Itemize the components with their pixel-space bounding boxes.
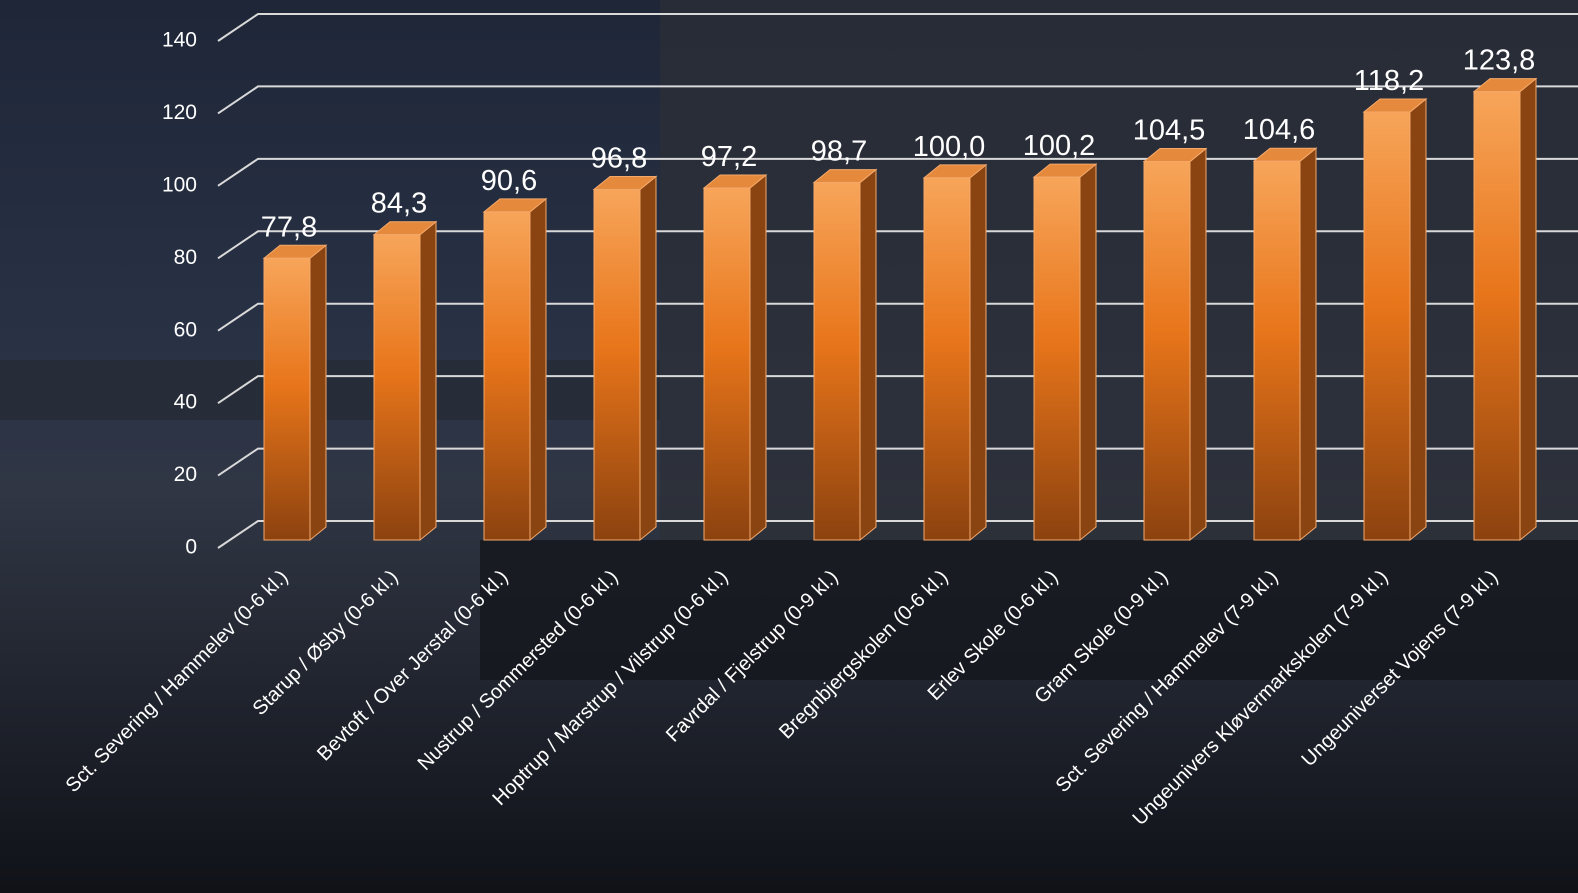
grid-line bbox=[217, 157, 1578, 187]
bar-side bbox=[1079, 163, 1097, 542]
bar bbox=[923, 177, 971, 541]
bar-side bbox=[309, 244, 327, 542]
value-label: 97,2 bbox=[701, 141, 757, 173]
value-label: 100,2 bbox=[1023, 130, 1096, 162]
bar bbox=[1253, 160, 1301, 541]
bar-side bbox=[1189, 147, 1207, 542]
y-tick-label: 100 bbox=[162, 173, 197, 196]
bar-side bbox=[749, 173, 767, 542]
y-tick-label: 60 bbox=[174, 318, 197, 341]
value-label: 77,8 bbox=[261, 211, 317, 243]
value-label: 84,3 bbox=[371, 188, 427, 220]
value-label: 118,2 bbox=[1354, 65, 1424, 97]
grid-line bbox=[217, 85, 1578, 115]
bar-side bbox=[529, 197, 547, 542]
grid-line bbox=[217, 520, 1578, 549]
value-label: 96,8 bbox=[591, 142, 647, 174]
grid-line bbox=[217, 447, 1578, 477]
y-tick-label: 40 bbox=[174, 391, 197, 414]
y-tick-label: 20 bbox=[174, 463, 197, 486]
bar bbox=[703, 187, 751, 541]
bar-side bbox=[1409, 97, 1427, 542]
bar bbox=[813, 182, 861, 541]
bar-side bbox=[639, 175, 657, 542]
grid-line bbox=[217, 13, 1578, 42]
pier bbox=[480, 540, 1578, 680]
shore bbox=[0, 360, 660, 420]
bar bbox=[483, 211, 531, 541]
value-label: 104,5 bbox=[1133, 115, 1206, 147]
bar bbox=[263, 257, 311, 541]
value-label: 98,7 bbox=[811, 136, 867, 168]
bar bbox=[1033, 176, 1081, 541]
bar bbox=[1363, 111, 1411, 541]
bar-side bbox=[419, 220, 437, 542]
bar-side bbox=[1299, 147, 1317, 542]
bar bbox=[1143, 161, 1191, 541]
building bbox=[660, 0, 1578, 540]
value-label: 123,8 bbox=[1463, 45, 1536, 77]
y-tick-label: 120 bbox=[162, 101, 197, 124]
grid-line bbox=[217, 302, 1578, 332]
bar-side bbox=[859, 168, 877, 542]
grid-line bbox=[217, 375, 1578, 404]
bar bbox=[1473, 91, 1521, 541]
value-label: 104,6 bbox=[1243, 114, 1316, 146]
y-tick-label: 80 bbox=[174, 246, 197, 269]
bar-side bbox=[969, 163, 987, 542]
y-tick-label: 140 bbox=[162, 29, 197, 52]
value-label: 90,6 bbox=[481, 165, 537, 197]
grid-line bbox=[217, 230, 1578, 260]
bar-side bbox=[1519, 77, 1537, 542]
value-label: 100,0 bbox=[913, 131, 986, 163]
y-tick-label: 0 bbox=[185, 536, 197, 559]
bar bbox=[593, 188, 641, 541]
bar bbox=[373, 234, 421, 541]
